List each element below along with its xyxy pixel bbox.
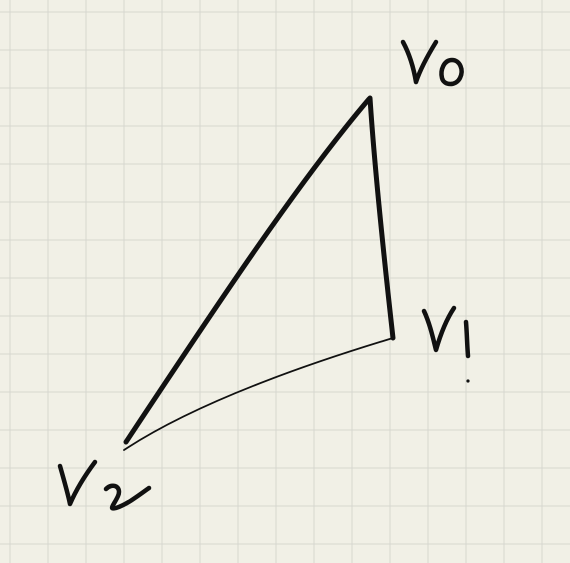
edge-v0-v1 [367, 95, 396, 341]
edge-v1-v2 [123, 337, 394, 451]
vertex-label-v1 [421, 305, 471, 359]
edge-v0-v2 [123, 96, 372, 445]
vertex-label-v2 [57, 459, 152, 511]
ink-dot [466, 379, 470, 383]
vertex-label-v0 [400, 39, 464, 87]
